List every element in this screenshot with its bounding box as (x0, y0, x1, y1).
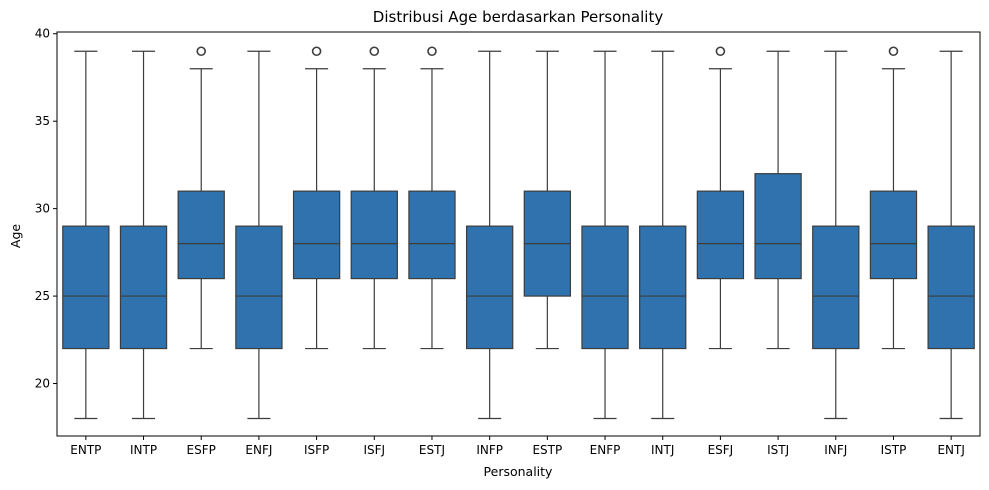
outlier-point (427, 46, 437, 57)
y-axis-label: Age (8, 224, 23, 248)
y-tick-label: 25 (35, 289, 50, 303)
y-tick-label: 40 (35, 27, 50, 41)
x-tick-label: ISFP (304, 443, 329, 457)
iqr-box (292, 190, 341, 280)
box-isfp: ISFP (292, 46, 341, 457)
box-istj: ISTJ (754, 50, 802, 457)
x-tick-label: INFP (476, 443, 503, 457)
x-tick-label: ESFJ (708, 443, 734, 457)
box-infj: INFJ (812, 50, 860, 457)
outlier-point (311, 46, 322, 57)
box-estp: ESTP (523, 50, 572, 457)
x-tick-label: INTP (130, 443, 157, 457)
outlier-point (369, 46, 380, 57)
x-tick-label: ESTJ (419, 443, 445, 457)
box-isfj: ISFJ (350, 46, 398, 457)
iqr-box (465, 225, 514, 350)
box-enfj: ENFJ (235, 50, 283, 457)
box-entp: ENTP (62, 50, 110, 457)
x-tick-label: ISTP (881, 443, 907, 457)
box-entj: ENTJ (927, 50, 975, 457)
x-tick-label: ENTJ (937, 443, 964, 457)
box-estj: ESTJ (408, 46, 456, 457)
x-tick-label: ENTP (70, 443, 101, 457)
axes-frame (56, 31, 981, 437)
box-infp: INFP (465, 50, 514, 457)
iqr-box (235, 225, 283, 350)
iqr-box (812, 225, 860, 350)
box-intj: INTJ (639, 50, 687, 457)
x-tick-label: INFJ (824, 443, 847, 457)
iqr-box (62, 225, 110, 350)
iqr-box (350, 190, 398, 280)
box-intp: INTP (119, 50, 168, 457)
iqr-box (119, 225, 168, 350)
x-tick-label: ENFP (590, 443, 621, 457)
iqr-box (408, 190, 456, 280)
plot-area: 20 25 30 35 40 ENTP INTP ESFP ENFJ ISFP ISFJ ESTJ IN… (35, 27, 981, 457)
iqr-box (927, 225, 975, 350)
x-tick-label: ISFJ (363, 443, 385, 457)
x-tick-label: INTJ (651, 443, 674, 457)
box-istp: ISTP (869, 46, 918, 457)
box-enfp: ENFP (581, 50, 629, 457)
x-axis-label: Personality (484, 464, 554, 479)
iqr-box (754, 173, 802, 280)
iqr-box (869, 190, 918, 280)
x-tick-label: ESTP (532, 443, 562, 457)
chart-title: Distribusi Age berdasarkan Personality (373, 8, 664, 26)
box-esfp: ESFP (177, 46, 225, 457)
x-tick-label: ENFJ (245, 443, 272, 457)
outlier-point (715, 46, 726, 57)
outlier-point (196, 46, 207, 57)
iqr-box (177, 190, 225, 280)
iqr-box (639, 225, 687, 350)
y-tick-label: 35 (35, 114, 50, 128)
y-tick-label: 30 (35, 202, 50, 216)
y-tick-label: 20 (35, 377, 50, 391)
x-tick-label: ISTJ (767, 443, 789, 457)
box-esfj: ESFJ (696, 46, 745, 457)
outlier-point (888, 46, 899, 57)
x-tick-label: ESFP (187, 443, 216, 457)
iqr-box (696, 190, 745, 280)
iqr-box (581, 225, 629, 350)
